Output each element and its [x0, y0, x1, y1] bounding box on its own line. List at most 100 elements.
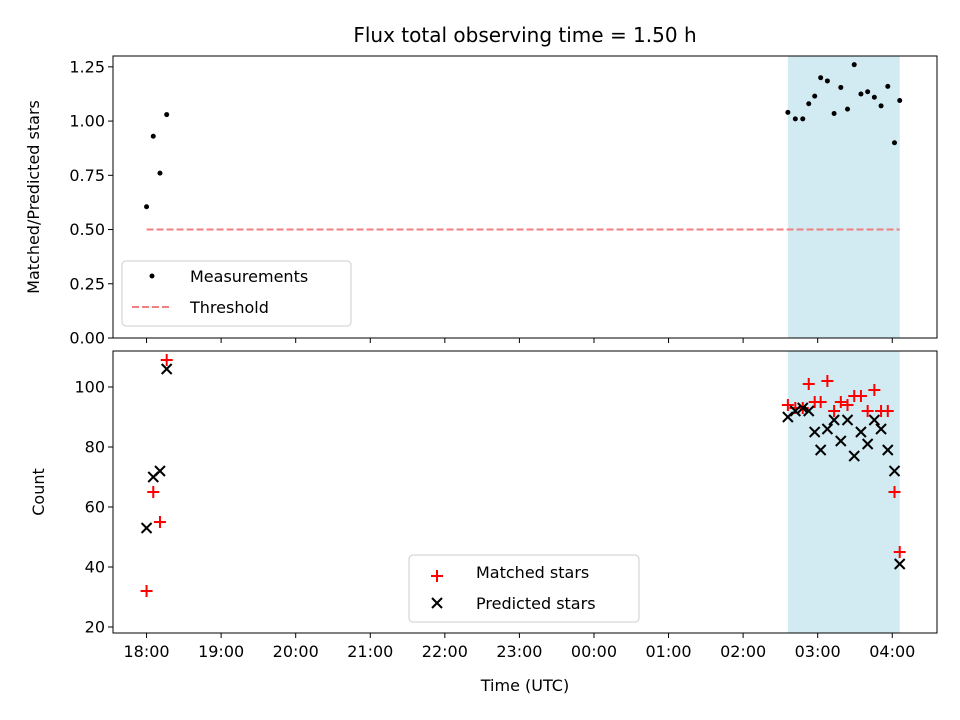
predicted-stars-point: [140, 522, 153, 534]
matched-stars-point: [160, 354, 173, 366]
y-tick-label: 100: [74, 378, 105, 397]
y-tick-label: 20: [85, 618, 105, 637]
observing-span-highlight: [787, 56, 900, 338]
count-y-axis-label: Count: [29, 468, 48, 516]
measurement-point: [891, 140, 897, 146]
measurement-point: [878, 103, 884, 109]
measurement-point: [785, 109, 791, 115]
count-legend-box: [408, 554, 640, 623]
measurement-point: [885, 83, 891, 89]
ratio-legend-box: [121, 260, 352, 327]
x-tick-label: 20:00: [273, 642, 319, 661]
measurement-point: [871, 94, 877, 100]
ratio-panel: 0.00 0.25 0.50 0.75 1.00 1.25 Matched/Predict…: [24, 55, 938, 348]
measurement-point: [800, 116, 806, 122]
chart-title: Flux total observing time = 1.50 h: [353, 23, 696, 47]
matched-stars-point: [140, 585, 153, 597]
matched-stars-point: [841, 399, 854, 411]
measurement-point: [812, 93, 818, 99]
measurement-point: [865, 89, 871, 95]
predicted-stars-point: [861, 438, 874, 450]
matched-stars-point: [828, 405, 841, 417]
x-tick-label: 22:00: [422, 642, 468, 661]
x-tick-label: 21:00: [347, 642, 393, 661]
measurement-point: [838, 84, 844, 90]
ratio-legend: Measurements Threshold: [121, 260, 352, 327]
ratio-series: [144, 62, 903, 231]
observing-span-highlight-bottom: [787, 351, 900, 633]
ratio-x-ticks: [146, 338, 893, 343]
matched-stars-point: [893, 546, 906, 558]
matched-stars-point: [854, 390, 867, 402]
predicted-stars-point: [855, 426, 867, 438]
legend-measurements-label: Measurements: [190, 267, 308, 286]
matched-stars-point: [153, 516, 166, 528]
measurement-point: [157, 170, 163, 176]
predicted-stars-point: [888, 465, 901, 477]
y-tick-label: 40: [85, 558, 105, 577]
matched-stars-point: [868, 384, 881, 396]
y-tick-label: 0.50: [69, 220, 105, 239]
matched-stars-point: [802, 378, 815, 390]
measurement-point: [858, 91, 864, 97]
measurement-point: [851, 62, 857, 68]
matched-stars-point: [834, 396, 847, 408]
predicted-stars-point: [797, 402, 809, 414]
y-tick-label: 0.25: [69, 274, 105, 293]
predicted-stars-point: [875, 423, 887, 435]
matched-stars-point: [147, 486, 160, 498]
predicted-stars-point: [803, 405, 815, 417]
measurement-point: [845, 106, 851, 112]
measurement-point: [806, 101, 812, 107]
y-tick-label: 1.25: [69, 57, 105, 76]
matched-stars-point: [881, 405, 894, 417]
measurement-point: [164, 112, 170, 118]
legend-measurements-marker: [149, 273, 155, 279]
legend-predicted-label: Predicted stars: [476, 594, 596, 613]
x-tick-label: 00:00: [571, 642, 617, 661]
legend-threshold-label: Threshold: [189, 298, 269, 317]
y-tick-label: 1.00: [69, 112, 105, 131]
measurement-point: [150, 133, 156, 139]
count-legend: Matched stars Predicted stars: [408, 554, 640, 623]
predicted-stars-point: [789, 405, 802, 417]
x-tick-label: 01:00: [645, 642, 691, 661]
predicted-stars-point: [814, 444, 827, 456]
predicted-stars-point: [882, 444, 894, 456]
count-series: [140, 354, 906, 597]
predicted-stars-point: [160, 363, 173, 375]
predicted-stars-point: [828, 414, 840, 426]
count-panel: 20 40 60 80 100 18:00 19:00 20:00 21:00 22:00 23:…: [29, 350, 938, 695]
y-tick-label: 60: [85, 498, 105, 517]
count-panel-frame: [112, 350, 938, 634]
matched-stars-point: [821, 375, 834, 387]
count-y-ticks: 20 40 60 80 100: [74, 378, 113, 637]
matched-stars-point: [888, 486, 901, 498]
predicted-stars-point: [848, 450, 860, 462]
measurement-point: [831, 110, 837, 116]
x-tick-label: 19:00: [198, 642, 244, 661]
predicted-stars-point: [821, 423, 834, 435]
matched-stars-point: [861, 405, 874, 417]
predicted-stars-point: [894, 558, 906, 570]
x-tick-label: 02:00: [720, 642, 766, 661]
legend-predicted-marker: [431, 597, 443, 609]
y-tick-label: 0.75: [69, 166, 105, 185]
x-tick-label: 04:00: [869, 642, 915, 661]
x-tick-label: 18:00: [124, 642, 170, 661]
predicted-stars-point: [835, 435, 847, 447]
measurement-point: [792, 116, 798, 122]
count-x-ticks: 18:00 19:00 20:00 21:00 22:00 23:00 00:00 01:00…: [124, 633, 915, 661]
measurement-point: [144, 204, 150, 210]
x-tick-label: 23:00: [496, 642, 542, 661]
measurement-point: [824, 78, 830, 84]
ratio-panel-frame: [112, 55, 938, 339]
y-tick-label: 80: [85, 438, 105, 457]
predicted-stars-point: [868, 414, 881, 426]
predicted-stars-point: [782, 411, 794, 423]
predicted-stars-point: [808, 426, 821, 438]
x-axis-label: Time (UTC): [480, 676, 569, 695]
ratio-y-axis-label: Matched/Predicted stars: [24, 100, 43, 294]
legend-matched-label: Matched stars: [476, 563, 589, 582]
